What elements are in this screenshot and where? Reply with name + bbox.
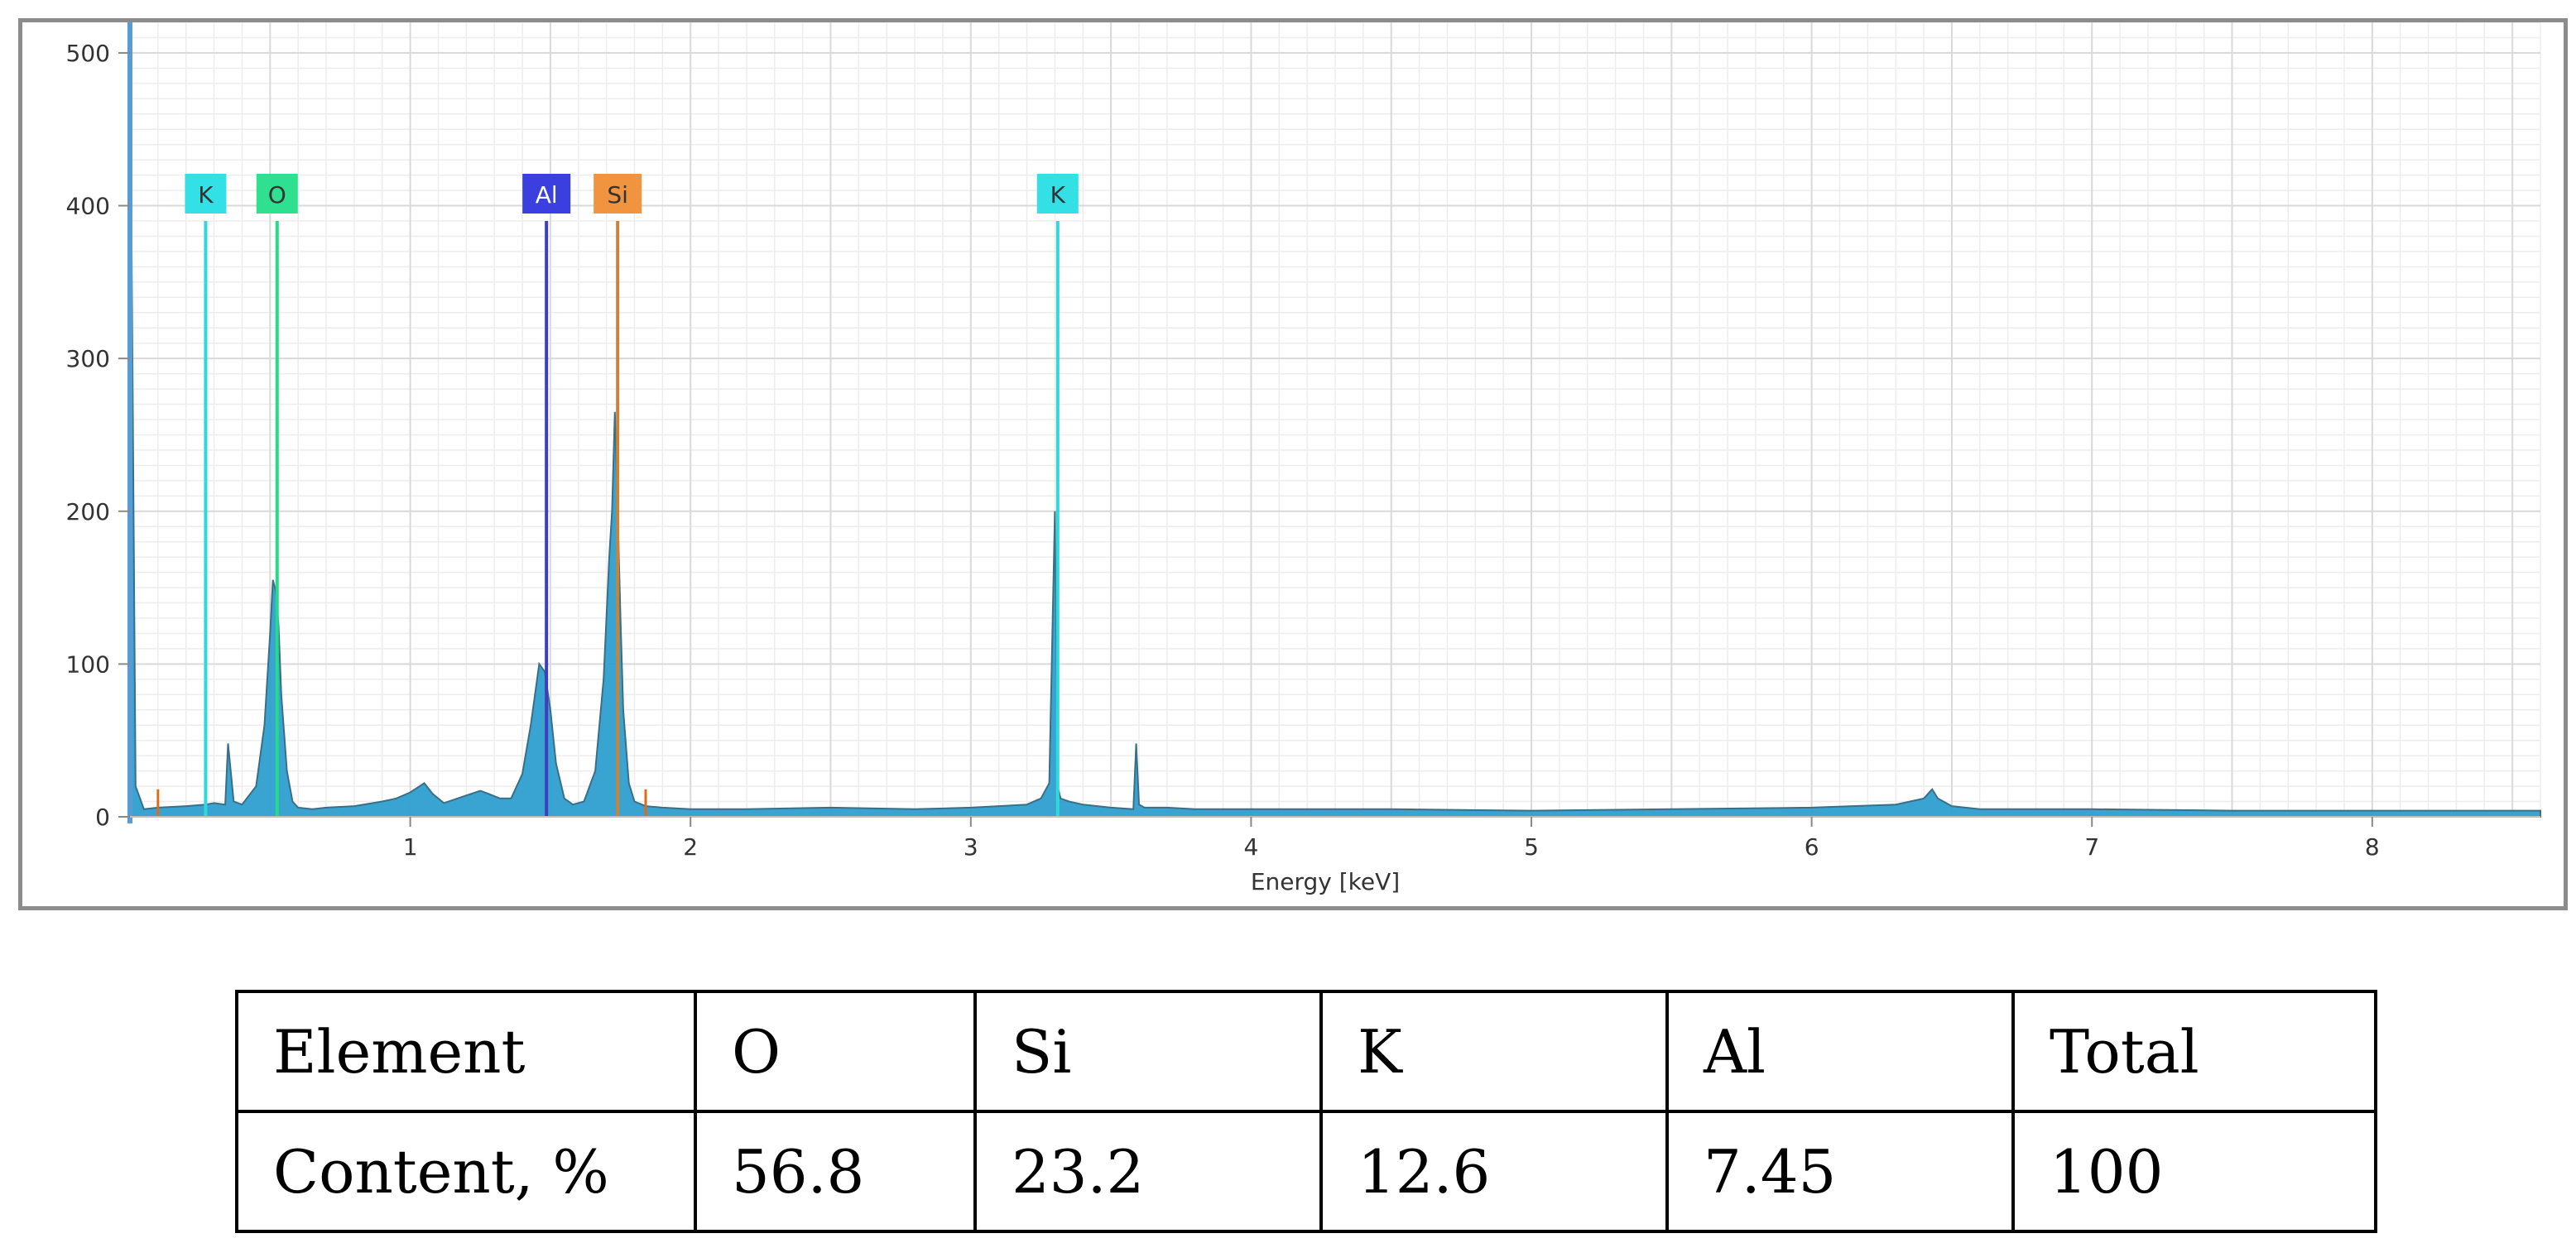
y-tick-label: 200: [66, 498, 110, 526]
peak-label-box: [256, 174, 298, 214]
table-cell: Al: [1665, 990, 2015, 1113]
x-tick-label: 3: [964, 833, 978, 861]
x-tick-label: 2: [683, 833, 698, 861]
x-tick-label: 8: [2365, 833, 2380, 861]
table-row-element: Element O Si K Al Total: [235, 990, 2377, 1113]
table-cell: K: [1319, 990, 1669, 1113]
table-cell: 12.6: [1319, 1110, 1669, 1233]
peak-label-box: [1036, 174, 1079, 214]
peak-label-box: [522, 174, 571, 214]
spectrum-svg: K O Al Si K 0 100 200 300 400 500 1 2 3 4 5 6 7 8 Energy …: [66, 22, 2541, 895]
y-tick-label: 100: [66, 650, 110, 678]
table-cell: Si: [973, 990, 1323, 1113]
spectrum-chart: K O Al Si K 0 100 200 300 400 500 1 2 3 4 5 6 7 8 Energy …: [18, 18, 2568, 910]
y-tick-label: 300: [66, 345, 110, 372]
peak-label: K: [198, 181, 214, 209]
x-tick-label: 6: [1805, 833, 1819, 861]
spectrum-area: [129, 22, 2541, 818]
peak-label-box: [185, 174, 227, 214]
x-tick-label: 1: [403, 833, 418, 861]
table-cell: 23.2: [973, 1110, 1323, 1233]
y-tick-label: 0: [95, 804, 110, 831]
x-tick-label: 5: [1524, 833, 1539, 861]
peak-label: K: [1050, 181, 1066, 209]
y-tick-label: 500: [66, 40, 110, 67]
peak-label: Si: [607, 181, 628, 209]
table-cell: Content, %: [235, 1110, 697, 1233]
peak-label-box: [594, 174, 642, 214]
element-content-table: Element O Si K Al Total Content, % 56.8 …: [235, 990, 2377, 1233]
table-cell: 100: [2011, 1110, 2377, 1233]
table-cell: Total: [2011, 990, 2377, 1113]
table-cell: Element: [235, 990, 697, 1113]
table-cell: 7.45: [1665, 1110, 2015, 1233]
x-tick-label: 7: [2084, 833, 2099, 861]
table-cell: O: [694, 990, 977, 1113]
x-axis-label: Energy [keV]: [1251, 868, 1400, 895]
y-tick-label: 400: [66, 193, 110, 220]
peak-label: O: [268, 181, 286, 209]
table-row-content: Content, % 56.8 23.2 12.6 7.45 100: [235, 1110, 2377, 1233]
table-cell: 56.8: [694, 1110, 977, 1233]
peak-label: Al: [536, 181, 558, 209]
x-tick-label: 4: [1244, 833, 1259, 861]
